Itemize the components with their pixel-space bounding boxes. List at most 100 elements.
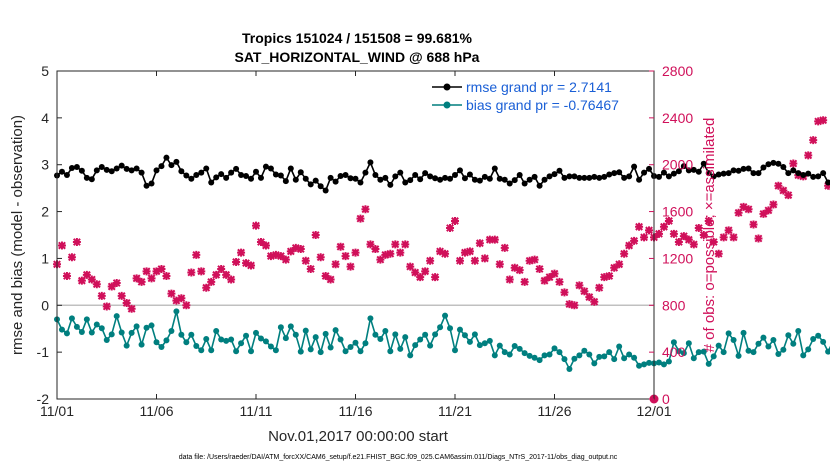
obs-assimilated-marker (659, 222, 668, 231)
bias-marker (417, 336, 424, 343)
rmse-marker (203, 165, 210, 172)
rmse-marker (248, 175, 255, 182)
rmse-marker (581, 174, 588, 181)
legend-rmse-label: rmse grand pr = 2.7141 (466, 79, 612, 95)
rmse-marker (611, 170, 618, 177)
obs-assimilated-marker (202, 283, 211, 292)
obs-assimilated-marker (814, 117, 823, 126)
obs-assimilated-marker (167, 289, 176, 298)
rmse-marker (377, 176, 384, 183)
bias-marker (262, 338, 269, 345)
bias-marker (357, 348, 364, 355)
bias-marker (820, 338, 827, 345)
obs-assimilated-marker (669, 229, 678, 238)
bias-marker (456, 326, 463, 333)
obs-assimilated-marker (605, 272, 614, 280)
rmse-marker (228, 169, 235, 176)
rmse-marker (243, 172, 250, 179)
bias-marker (750, 349, 757, 356)
obs-assimilated-marker (276, 252, 285, 261)
bias-marker (223, 337, 230, 344)
bias-marker (690, 355, 697, 362)
obs-assimilated-marker (759, 209, 768, 218)
rmse-marker (103, 166, 110, 173)
obs-assimilated-marker (789, 159, 798, 168)
rmse-marker (471, 176, 478, 183)
rmse-marker (118, 162, 125, 169)
obs-assimilated-marker (92, 280, 101, 289)
rmse-marker (312, 177, 319, 184)
bias-marker (641, 361, 648, 368)
bias-marker (536, 357, 543, 364)
rmse-marker (178, 168, 185, 175)
rmse-marker (516, 172, 523, 179)
rmse-marker (282, 178, 289, 185)
obs-assimilated-marker (222, 270, 231, 279)
rmse-marker (183, 172, 190, 179)
obs-assimilated-marker (684, 235, 693, 244)
bias-marker (745, 347, 752, 354)
rmse-marker (287, 165, 294, 172)
rmse-marker (695, 168, 702, 175)
rmse-marker (690, 166, 697, 173)
bias-marker (297, 348, 304, 355)
rmse-marker (262, 163, 269, 170)
obs-assimilated-marker (600, 273, 609, 282)
obs-assimilated-marker (714, 249, 723, 258)
rmse-marker (760, 164, 767, 171)
rmse-marker (496, 175, 503, 182)
bias-marker (312, 334, 319, 341)
rmse-marker (606, 171, 613, 178)
obs-assimilated-marker (261, 241, 270, 250)
rmse-marker (705, 170, 712, 177)
bias-marker (461, 332, 468, 339)
y2-tick-label: 2000 (662, 157, 693, 173)
obs-assimilated-marker (102, 302, 111, 311)
rmse-marker (452, 172, 458, 179)
bias-marker (58, 326, 65, 333)
bias-marker (402, 334, 409, 341)
y-tick-label: -2 (37, 391, 50, 407)
obs-assimilated-marker (296, 245, 305, 254)
obs-assimilated-marker (301, 256, 310, 265)
obs-assimilated-marker (391, 240, 400, 249)
bias-marker (596, 353, 603, 360)
rmse-marker (780, 164, 787, 171)
rmse-marker (511, 177, 518, 184)
y-tick-label: 4 (41, 110, 49, 126)
rmse-marker (655, 173, 662, 180)
obs-assimilated-marker (67, 253, 76, 262)
obs-assimilated-marker (485, 235, 494, 244)
bias-marker (790, 340, 797, 347)
bias-marker (412, 342, 419, 349)
y2-tick-label: 2400 (662, 110, 693, 126)
bias-marker (158, 343, 165, 350)
bias-marker (800, 352, 807, 359)
bias-marker (277, 324, 284, 331)
bias-marker (740, 329, 747, 336)
rmse-marker (347, 175, 354, 182)
y-axis-label: rmse and bias (model - observation) (9, 115, 26, 355)
bias-marker (695, 349, 702, 356)
rmse-marker (158, 163, 165, 170)
rmse-marker (73, 164, 80, 171)
bias-marker (88, 329, 95, 336)
bias-marker (735, 352, 742, 359)
bias-marker (362, 340, 369, 347)
bias-marker (581, 347, 588, 354)
rmse-marker (561, 174, 568, 181)
rmse-marker (541, 176, 548, 183)
obs-assimilated-marker (719, 233, 728, 242)
rmse-marker (631, 163, 638, 170)
bias-marker (253, 329, 259, 336)
rmse-marker (113, 165, 120, 172)
y2-tick-label: 1200 (662, 250, 693, 266)
rmse-marker (163, 154, 170, 161)
rmse-marker (427, 173, 434, 180)
obs-assimilated-marker (252, 221, 260, 230)
obs-assimilated-marker (401, 240, 410, 249)
bias-marker (551, 345, 558, 352)
rmse-marker (745, 165, 752, 172)
bias-marker (506, 351, 513, 358)
rmse-marker (238, 172, 245, 179)
